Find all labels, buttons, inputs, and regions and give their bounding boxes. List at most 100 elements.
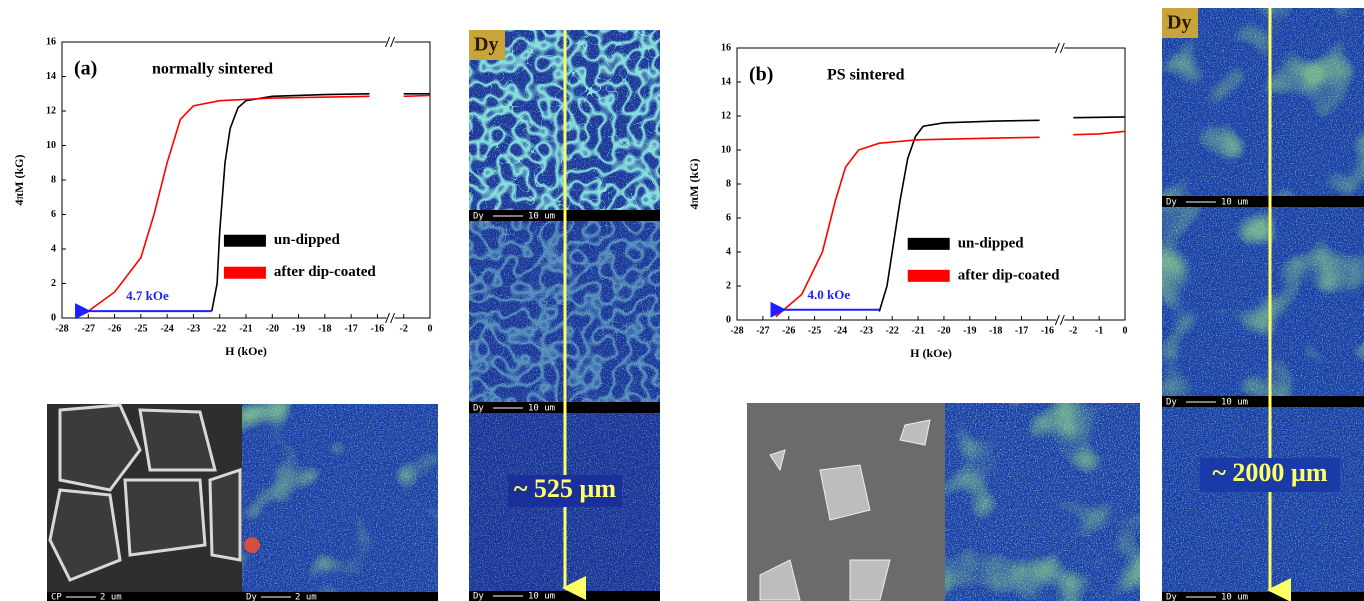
x-tick-label: -27 — [756, 325, 769, 336]
series-line — [775, 130, 1126, 318]
scale-length: 10 um — [1221, 593, 1248, 601]
x-axis-label: H (kOe) — [225, 344, 267, 358]
scale-label: Dy — [473, 592, 484, 601]
chart-title: normally sintered — [152, 61, 273, 78]
x-tick-label: -21 — [239, 323, 252, 334]
axis-break — [385, 36, 391, 48]
y-tick-label: 12 — [721, 110, 731, 121]
y-tick-label: 6 — [726, 212, 731, 223]
legend-label: after dip-coated — [274, 264, 376, 280]
x-tick-label: 0 — [1123, 325, 1128, 336]
x-tick-label: -2 — [400, 323, 408, 334]
chart-title: PS sintered — [827, 67, 905, 84]
axis-break — [390, 36, 396, 48]
scale-label: Dy — [246, 593, 257, 601]
y-axis-label: 4πM (kG) — [12, 155, 26, 206]
axis-break-gap — [1056, 317, 1065, 323]
x-tick-label: -19 — [292, 323, 305, 334]
x-tick-label: -18 — [989, 325, 1002, 336]
scale-length: 10 um — [528, 404, 555, 414]
x-tick-label: -23 — [860, 325, 873, 336]
x-tick-label: -28 — [55, 323, 68, 334]
x-tick-label: -1 — [1095, 325, 1103, 336]
scale-label: Dy — [1166, 398, 1177, 408]
coercivity-label: 4.7 kOe — [126, 288, 169, 303]
x-tick-label: -28 — [730, 325, 743, 336]
scale-length: 10 um — [528, 592, 555, 601]
y-tick-label: 4 — [51, 243, 56, 254]
y-tick-label: 16 — [721, 42, 731, 53]
panel-label: (b) — [749, 64, 773, 86]
y-tick-label: 4 — [726, 246, 731, 257]
x-tick-label: -22 — [886, 325, 899, 336]
scale-label: CP — [51, 593, 62, 601]
axis-break — [1054, 42, 1060, 54]
x-tick-label: 0 — [428, 323, 433, 334]
x-axis-label: H (kOe) — [910, 346, 952, 360]
scale-length: 2 um — [100, 593, 122, 601]
x-tick-label: -20 — [937, 325, 950, 336]
depth-label: ~ 525 µm — [514, 474, 617, 503]
y-tick-label: 12 — [46, 105, 56, 116]
x-tick-label: -17 — [1015, 325, 1028, 336]
x-tick-label: -16 — [1041, 325, 1054, 336]
x-tick-label: -24 — [160, 323, 173, 334]
x-tick-label: -19 — [963, 325, 976, 336]
element-tag: Dy — [1167, 12, 1191, 34]
x-tick-label: -25 — [808, 325, 821, 336]
series-line — [211, 93, 430, 312]
legend-label: after dip-coated — [958, 267, 1060, 283]
y-tick-label: 0 — [726, 314, 731, 325]
legend-swatch — [907, 237, 950, 250]
y-tick-label: 8 — [726, 178, 731, 189]
x-tick-label: -2 — [1069, 325, 1077, 336]
scale-length: 10 um — [528, 212, 555, 222]
panel-label: (a) — [74, 58, 97, 80]
y-tick-label: 16 — [46, 36, 56, 47]
x-tick-label: -21 — [911, 325, 924, 336]
y-tick-label: 0 — [51, 312, 56, 323]
axis-break — [1059, 314, 1065, 326]
y-tick-label: 14 — [46, 71, 56, 82]
series-line — [87, 94, 431, 312]
micrograph-column-b: Dy Dy 10 um Dy 10 um Dy 10 um ~ 2000 µm — [1162, 8, 1364, 601]
axis-break — [1059, 42, 1065, 54]
grain-images-a: CP 2 um Dy 2 um — [47, 403, 438, 601]
scale-length: 10 um — [1221, 198, 1248, 208]
grain-images-b — [747, 403, 1140, 601]
x-tick-label: -26 — [108, 323, 121, 334]
axis-break — [390, 312, 396, 324]
x-tick-label: -20 — [266, 323, 279, 334]
scale-label: Dy — [473, 212, 484, 222]
element-tag: Dy — [474, 34, 498, 56]
y-tick-label: 10 — [46, 140, 56, 151]
y-tick-label: 8 — [51, 174, 56, 185]
y-tick-label: 6 — [51, 209, 56, 220]
x-tick-label: -26 — [782, 325, 795, 336]
legend-swatch — [223, 266, 266, 279]
depth-label: ~ 2000 µm — [1212, 458, 1328, 487]
scale-label: Dy — [1166, 593, 1177, 601]
scale-label: Dy — [1166, 198, 1177, 208]
series-line — [878, 116, 1126, 312]
y-tick-label: 10 — [721, 144, 731, 155]
x-tick-label: -16 — [371, 323, 384, 334]
y-tick-label: 2 — [51, 278, 56, 289]
axis-break — [385, 312, 391, 324]
scale-length: 2 um — [295, 593, 317, 601]
scale-label: Dy — [473, 404, 484, 414]
legend-label: un-dipped — [274, 232, 341, 248]
micrograph-column-a: Dy Dy 10 um Dy 10 um Dy 10 um ~ 525 µm — [469, 30, 660, 601]
y-axis-label: 4πM (kG) — [687, 159, 701, 210]
x-tick-label: -17 — [344, 323, 357, 334]
scale-length: 10 um — [1221, 398, 1248, 408]
x-tick-label: -27 — [82, 323, 95, 334]
y-tick-label: 14 — [721, 76, 731, 87]
legend-swatch — [223, 234, 266, 247]
x-tick-label: -25 — [134, 323, 147, 334]
x-tick-label: -23 — [187, 323, 200, 334]
x-tick-label: -22 — [213, 323, 226, 334]
coercivity-label: 4.0 kOe — [808, 287, 851, 302]
axis-break — [1054, 314, 1060, 326]
